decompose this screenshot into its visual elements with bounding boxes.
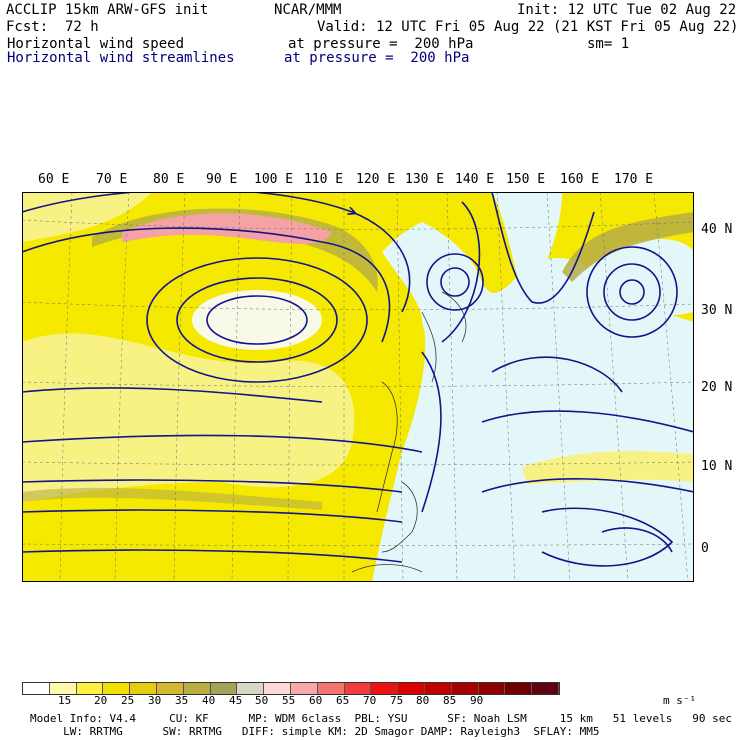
wind-fill-pale [22,192,152,242]
lon-label: 160 E [560,172,600,187]
valid-time: Valid: 12 UTC Fri 05 Aug 22 (21 KST Fri … [317,19,739,35]
colorbar [22,682,560,695]
colorbar-swatch [344,683,372,694]
lat-label: 0 [701,541,709,556]
smoothing-label: sm= 1 [587,36,630,52]
lon-label: 110 E [304,172,344,187]
weak-wind-region [492,192,562,292]
colorbar-tick: 50 [255,694,269,707]
colorbar-tick: 35 [175,694,189,707]
field2-name: Horizontal wind streamlines [7,50,235,66]
fcst-value: 72 h [65,19,99,35]
colorbar-tick: 65 [336,694,350,707]
lat-label: 30 N [701,303,733,318]
colorbar-swatch [398,683,425,694]
colorbar-swatch [264,683,291,694]
lat-label: 20 N [701,380,733,395]
colorbar-swatch [371,683,399,694]
colorbar-tick: 80 [416,694,430,707]
anticyclone-core [192,290,322,350]
lon-label: 140 E [455,172,495,187]
wind-fill-pale [522,451,694,484]
lon-label: 150 E [506,172,546,187]
colorbar-swatch [103,683,131,694]
colorbar-swatch [451,683,479,694]
lon-label: 70 E [96,172,128,187]
field2-level: at pressure = 200 hPa [284,50,470,66]
colorbar-unit: m s⁻¹ [663,694,697,707]
colorbar-swatch [532,683,559,694]
model-title: ACCLIP 15km ARW-GFS init [6,2,209,18]
colorbar-tick: 85 [443,694,457,707]
colorbar-swatch [505,683,533,694]
jet-core-khaki [22,487,322,510]
colorbar-tick: 30 [148,694,162,707]
fcst-label: Fcst: [6,19,49,35]
lon-label: 170 E [614,172,654,187]
colorbar-tick: 70 [363,694,377,707]
lon-label: 60 E [38,172,70,187]
colorbar-tick: 45 [229,694,243,707]
init-time: Init: 12 UTC Tue 02 Aug 22 [517,2,737,18]
jet-core-khaki [562,212,694,282]
model-info-line2: LW: RRTMG SW: RRTMG DIFF: simple KM: 2D … [30,725,600,738]
colorbar-swatch [424,683,452,694]
wind-fill-pale [22,333,355,502]
wind-map [22,192,694,582]
colorbar-tick: 15 [58,694,72,707]
lon-label: 90 E [206,172,238,187]
lon-label: 120 E [356,172,396,187]
map-grid [22,192,694,582]
lat-label: 40 N [701,222,733,237]
colorbar-swatch [290,683,318,694]
colorbar-swatch [76,683,104,694]
colorbar-tick: 25 [121,694,135,707]
colorbar-swatch [49,683,77,694]
colorbar-tick: 60 [309,694,323,707]
lon-label: 100 E [254,172,294,187]
colorbar-tick: 20 [94,694,108,707]
coastlines [351,291,467,573]
model-info-line1: Model Info: V4.4 CU: KF MP: WDM 6class P… [30,712,732,725]
colorbar-swatch [156,683,184,694]
streamlines [22,192,694,567]
colorbar-tick: 55 [282,694,296,707]
colorbar-tick: 90 [470,694,484,707]
field1-name: Horizontal wind speed [7,36,185,52]
colorbar-swatch [183,683,211,694]
center-label: NCAR/MMM [274,2,342,18]
lon-label: 80 E [153,172,185,187]
colorbar-swatch [317,683,345,694]
colorbar-swatch [210,683,238,694]
colorbar-swatch [23,683,50,694]
jet-max-pink [122,213,332,244]
weak-wind-region [582,238,694,316]
colorbar-swatch [237,683,265,694]
colorbar-swatch [478,683,506,694]
colorbar-tick: 40 [202,694,216,707]
lat-label: 10 N [701,459,733,474]
colorbar-tick: 75 [390,694,404,707]
field1-level: at pressure = 200 hPa [288,36,474,52]
colorbar-swatch [130,683,157,694]
lon-label: 130 E [405,172,445,187]
